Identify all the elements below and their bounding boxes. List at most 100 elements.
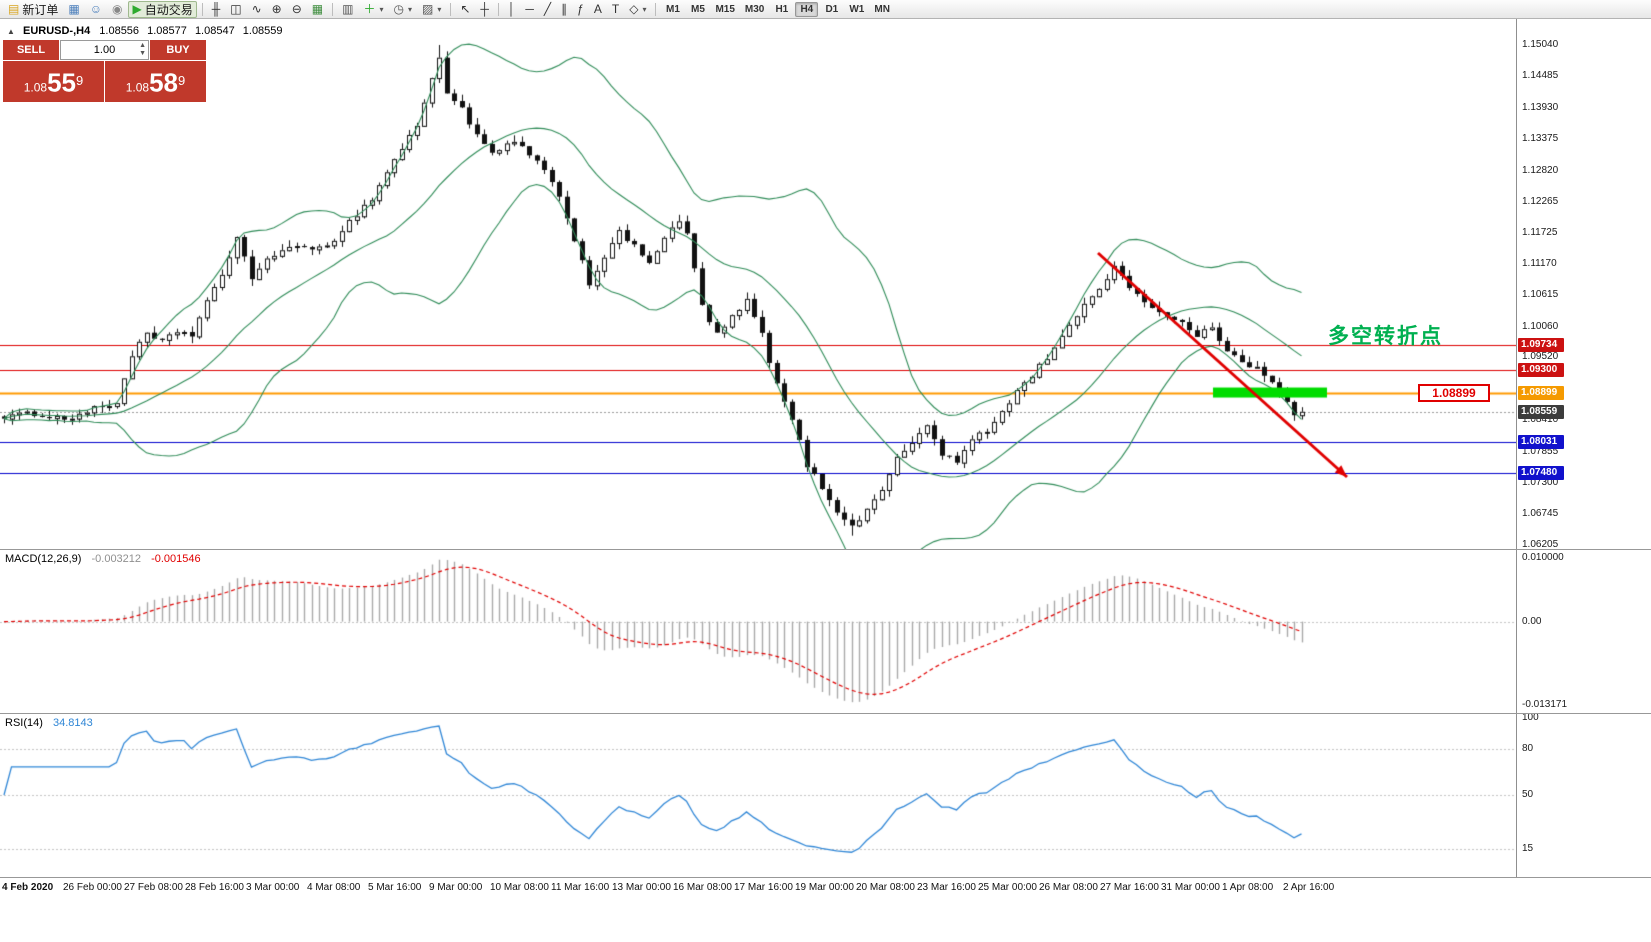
price-tag-109734[interactable]: 1.09734 (1518, 338, 1564, 353)
new-order-glyph: ▤ (8, 2, 20, 16)
time-label: 19 Mar 00:00 (795, 882, 854, 893)
crosshair-icon[interactable]: ┼ (476, 1, 493, 18)
tile-windows-icon[interactable]: ▦ (308, 1, 327, 18)
price-scale-label: 1.07300 (1522, 477, 1559, 489)
new-order-button-label: 新订单 (22, 2, 59, 17)
broadcast-icon[interactable]: ◉ (108, 1, 126, 18)
buy-price-pip: 9 (178, 73, 186, 88)
trendline-icon[interactable]: ╱ (540, 1, 555, 18)
sell-price-button[interactable]: 1.08559 (3, 61, 104, 102)
indicator-scale-label: 80 (1522, 742, 1534, 754)
price-scale-label: 1.09520 (1522, 351, 1559, 363)
time-label: 4 Mar 08:00 (307, 882, 361, 893)
annotation-turning-point[interactable]: 多空转折点 (1328, 325, 1443, 348)
price-tag-108031[interactable]: 1.08031 (1518, 434, 1564, 449)
open-value: 1.08556 (99, 25, 140, 37)
periods-icon-glyph: ◷ (393, 2, 404, 16)
templates-icon[interactable]: ▨ ▾ (418, 1, 445, 18)
rsi-label: RSI(14) (5, 717, 43, 729)
candlestick-chart-icon[interactable]: ◫ (226, 1, 245, 18)
text-icon[interactable]: A (590, 1, 606, 18)
zoom-in-icon[interactable]: ⊕ (268, 1, 286, 18)
shapes-icon-glyph: ◇ (629, 2, 639, 16)
zoom-out-icon[interactable]: ⊖ (288, 1, 306, 18)
dropdown-caret-icon: ▾ (379, 4, 384, 14)
profile-icon-glyph: ☺ (89, 2, 102, 16)
price-label-object[interactable]: 1.08899 (1418, 384, 1490, 402)
rsi-panel-canvas[interactable] (0, 714, 1516, 877)
price-tag-107480[interactable]: 1.07480 (1518, 465, 1564, 480)
price-scale-label: 1.14485 (1522, 70, 1559, 82)
indicator-scale-label: 15 (1522, 842, 1534, 854)
indicator-scale-label: -0.013171 (1522, 699, 1568, 710)
price-scale-label: 1.06745 (1522, 508, 1559, 520)
volume-spinner[interactable]: 1.00 ▲ ▼ (60, 40, 149, 60)
new-order-button[interactable]: ▤ 新订单 (4, 1, 62, 18)
timeframe-m5[interactable]: M5 (691, 3, 705, 15)
high-value: 1.08577 (147, 25, 187, 37)
line-chart-icon-glyph: ∿ (251, 2, 262, 16)
crosshair-icon-glyph: ┼ (480, 2, 489, 16)
timeframe-m15[interactable]: M15 (715, 3, 735, 15)
price-tag-108559[interactable]: 1.08559 (1518, 404, 1564, 419)
main-chart-canvas[interactable] (0, 19, 1516, 549)
price-scale-label: 1.15040 (1522, 39, 1559, 50)
indicator-scale-label: 0.010000 (1522, 552, 1564, 563)
time-label: 27 Mar 16:00 (1100, 882, 1159, 893)
volume-down-icon[interactable]: ▼ (139, 50, 146, 57)
sell-button[interactable]: SELL (3, 40, 59, 60)
buy-price-prefix: 1.08 (125, 80, 150, 95)
price-tag-109300[interactable]: 1.09300 (1518, 362, 1564, 377)
vertical-line-icon-glyph: │ (507, 2, 516, 16)
periods-icon[interactable]: ◷ ▾ (389, 1, 416, 18)
chart-ohlc-header: ▲ EURUSD-,H4 1.08556 1.08577 1.08547 1.0… (7, 25, 288, 37)
indicator-scale-label: 100 (1522, 712, 1539, 723)
templates-icon-glyph: ▨ (421, 2, 434, 16)
cursor-icon[interactable]: ↖ (456, 1, 474, 18)
one-click-collapse-icon[interactable]: ▲ (7, 27, 15, 36)
text-label-icon[interactable]: T (608, 1, 623, 18)
macd-panel-canvas[interactable] (0, 550, 1516, 713)
timeframe-w1[interactable]: W1 (849, 3, 865, 15)
panel-separator[interactable] (0, 877, 1651, 878)
panel-separator[interactable] (0, 549, 1651, 550)
data-window-icon[interactable]: ▥ (338, 1, 357, 18)
fibonacci-icon[interactable]: ƒ (573, 1, 588, 18)
time-label: 13 Mar 00:00 (612, 882, 671, 893)
timeframe-m1[interactable]: M1 (666, 3, 680, 15)
time-label: 4 Feb 2020 (2, 882, 54, 893)
panel-separator[interactable] (0, 713, 1651, 714)
timeframe-h4[interactable]: H4 (795, 1, 819, 17)
macd-main-value: -0.003212 (91, 553, 142, 565)
timeframe-h1[interactable]: H1 (775, 3, 789, 15)
chart-window-icon-glyph: ▦ (68, 2, 80, 16)
price-scale-label: 1.13375 (1522, 133, 1559, 145)
one-click-trade-panel: SELL 1.00 ▲ ▼ BUY 1.08559 1.08589 (3, 40, 206, 102)
price-scale-label: 1.11725 (1522, 226, 1558, 238)
candlestick-chart-icon-glyph: ◫ (230, 2, 242, 16)
toolbar-separator (332, 2, 334, 16)
bar-chart-icon-glyph: ╫ (211, 2, 221, 16)
channel-icon[interactable]: ∥ (557, 1, 571, 18)
vertical-line-icon[interactable]: │ (504, 1, 520, 18)
chart-window-icon[interactable]: ▦ (64, 1, 83, 18)
price-scale-label: 1.10060 (1522, 320, 1559, 332)
timeframe-d1[interactable]: D1 (825, 3, 839, 15)
auto-trading-button[interactable]: ▶ 自动交易 (128, 0, 197, 18)
timeframe-m30[interactable]: M30 (744, 3, 765, 15)
volume-up-icon[interactable]: ▲ (139, 42, 146, 49)
shapes-icon[interactable]: ◇ ▾ (625, 1, 650, 18)
price-tag-108899[interactable]: 1.08899 (1518, 385, 1564, 400)
buy-price-button[interactable]: 1.08589 (105, 61, 206, 102)
time-label: 5 Mar 16:00 (368, 882, 422, 893)
line-chart-icon[interactable]: ∿ (248, 1, 266, 18)
price-scale-label: 1.11170 (1522, 258, 1557, 269)
indicators-add-icon[interactable]: ＋ ▾ (359, 1, 387, 18)
rsi-indicator-header: RSI(14) 34.8143 (5, 717, 93, 729)
profile-icon[interactable]: ☺ (86, 1, 106, 18)
horizontal-line-icon[interactable]: ─ (521, 1, 538, 18)
bar-chart-icon[interactable]: ╫ (208, 1, 225, 18)
time-label: 23 Mar 16:00 (917, 882, 976, 893)
timeframe-mn[interactable]: MN (874, 3, 890, 15)
buy-button[interactable]: BUY (150, 40, 206, 60)
